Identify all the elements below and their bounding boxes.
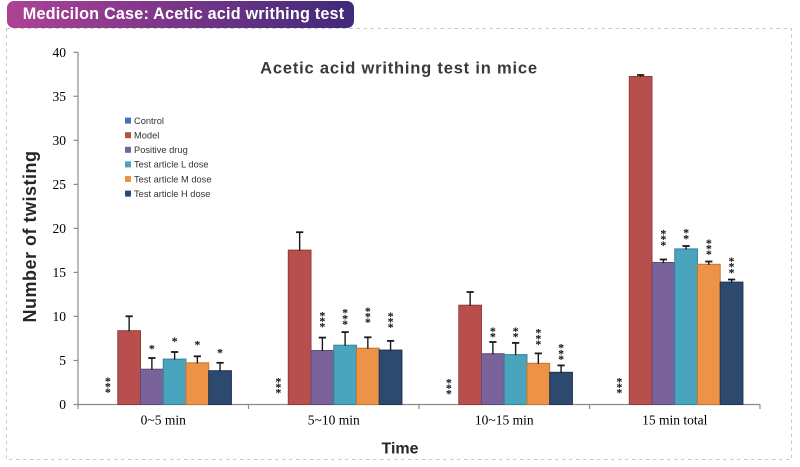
svg-text:*: * <box>319 308 325 322</box>
svg-text:*: * <box>729 265 735 279</box>
svg-text:*: * <box>388 320 394 334</box>
svg-text:20: 20 <box>53 221 67 236</box>
svg-text:*: * <box>446 387 452 401</box>
svg-text:*: * <box>729 254 735 268</box>
svg-text:*: * <box>342 317 348 331</box>
svg-text:0~5 min: 0~5 min <box>141 413 186 428</box>
svg-text:*: * <box>194 337 200 351</box>
svg-text:*: * <box>149 342 155 356</box>
svg-text:*: * <box>513 330 519 344</box>
svg-text:*: * <box>490 330 496 344</box>
svg-text:0: 0 <box>59 397 66 412</box>
svg-text:25: 25 <box>53 177 67 192</box>
svg-text:*: * <box>513 324 519 338</box>
svg-text:*: * <box>446 381 452 395</box>
svg-text:*: * <box>388 309 394 323</box>
svg-text:Test article L dose: Test article L dose <box>134 160 209 170</box>
svg-text:*: * <box>105 374 111 388</box>
svg-text:*: * <box>342 311 348 325</box>
svg-text:*: * <box>558 352 564 366</box>
svg-text:*: * <box>535 337 541 351</box>
svg-text:40: 40 <box>53 45 67 60</box>
svg-text:Number of twisting: Number of twisting <box>20 151 40 323</box>
svg-text:*: * <box>105 385 111 399</box>
svg-text:*: * <box>319 320 325 334</box>
svg-text:*: * <box>660 232 666 246</box>
svg-text:35: 35 <box>53 89 67 104</box>
svg-text:*: * <box>660 227 666 241</box>
svg-text:Model: Model <box>134 131 159 141</box>
svg-text:*: * <box>217 346 223 360</box>
svg-text:*: * <box>319 314 325 328</box>
svg-text:*: * <box>172 334 178 348</box>
svg-text:10: 10 <box>53 309 67 324</box>
svg-text:*: * <box>275 386 281 400</box>
svg-text:*: * <box>683 226 689 240</box>
svg-text:*: * <box>616 374 622 388</box>
svg-text:15: 15 <box>53 265 67 280</box>
svg-text:*: * <box>490 324 496 338</box>
svg-text:*: * <box>683 231 689 245</box>
svg-text:*: * <box>660 238 666 252</box>
svg-text:*: * <box>388 315 394 329</box>
svg-text:*: * <box>729 260 735 274</box>
svg-text:30: 30 <box>53 133 67 148</box>
svg-text:*: * <box>535 331 541 345</box>
svg-text:Test article M dose: Test article M dose <box>134 174 212 184</box>
svg-text:*: * <box>365 309 371 323</box>
svg-text:5: 5 <box>59 353 66 368</box>
svg-text:*: * <box>558 341 564 355</box>
svg-text:*: * <box>706 247 712 261</box>
svg-text:Time: Time <box>381 441 418 458</box>
svg-text:*: * <box>275 380 281 394</box>
svg-text:*: * <box>446 375 452 389</box>
svg-text:*: * <box>535 326 541 340</box>
svg-text:Test article H dose: Test article H dose <box>134 189 210 199</box>
svg-text:10~15 min: 10~15 min <box>475 413 534 428</box>
svg-text:*: * <box>105 379 111 393</box>
svg-text:*: * <box>616 380 622 394</box>
svg-text:*: * <box>365 315 371 329</box>
svg-text:*: * <box>275 374 281 388</box>
svg-text:5~10 min: 5~10 min <box>308 413 360 428</box>
svg-text:Medicilon Case: Acetic acid wr: Medicilon Case: Acetic acid writhing tes… <box>23 5 345 23</box>
svg-text:Control: Control <box>134 116 164 126</box>
svg-text:*: * <box>365 304 371 318</box>
svg-text:*: * <box>616 386 622 400</box>
svg-text:*: * <box>706 236 712 250</box>
svg-text:Positive drug: Positive drug <box>134 145 188 155</box>
svg-text:15 min total: 15 min total <box>642 413 707 428</box>
svg-text:Acetic acid writhing test in m: Acetic acid writhing test in mice <box>260 60 538 78</box>
svg-text:*: * <box>706 242 712 256</box>
svg-text:*: * <box>558 346 564 360</box>
svg-text:*: * <box>342 306 348 320</box>
